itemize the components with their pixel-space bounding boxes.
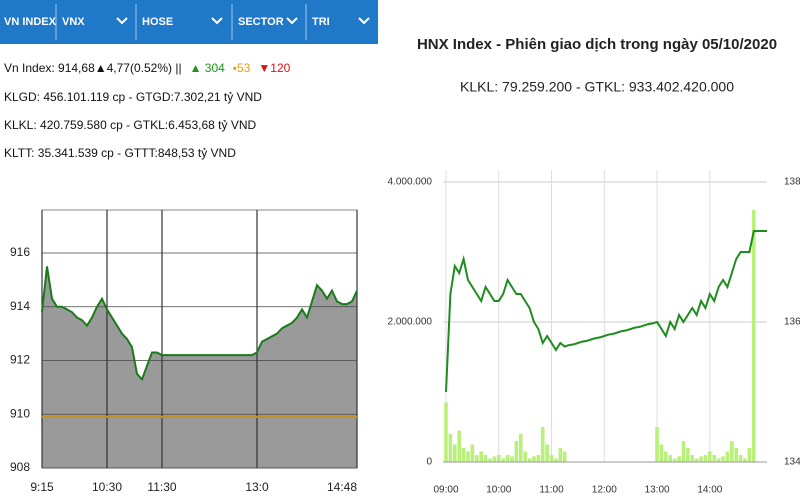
volume-bar xyxy=(712,455,717,462)
volume-bar xyxy=(461,448,466,462)
volume-bar xyxy=(505,455,510,462)
volume-bar xyxy=(444,402,448,462)
volume-bar xyxy=(672,458,677,462)
volume-bar xyxy=(681,441,686,462)
tab[interactable]: VNX xyxy=(62,16,85,28)
x-tick-label: 11:00 xyxy=(539,485,564,496)
y-tick-label: 912 xyxy=(10,353,30,367)
volume-bar xyxy=(730,441,734,462)
x-tick-label: 10:30 xyxy=(92,480,122,494)
volume-bar xyxy=(549,455,554,462)
volume-bar xyxy=(527,458,532,462)
volume-bar xyxy=(532,456,536,462)
volume-bar xyxy=(457,430,461,462)
y-tick-label: 2.000.000 xyxy=(388,317,433,328)
chart-title: HNX Index - Phiên giao dịch trong ngày 0… xyxy=(417,36,777,53)
info-part: ▼120 xyxy=(258,61,290,75)
volume-bar xyxy=(690,455,695,462)
volume-bar xyxy=(716,458,721,462)
info-part: ▲ 304 xyxy=(190,61,226,75)
y-tick-label: 910 xyxy=(10,406,30,420)
y-tick-label: 916 xyxy=(10,245,30,259)
x-tick-label: 09:00 xyxy=(433,485,458,496)
info-line: KLGD: 456.101.119 cp - GTGD:7.302,21 tỷ … xyxy=(4,90,262,104)
y-tick-label: 914 xyxy=(10,299,30,313)
y-tick-label: 4.000.000 xyxy=(388,177,433,188)
y2-tick-label: 134 xyxy=(784,457,800,468)
volume-bar xyxy=(655,427,659,462)
volume-bar xyxy=(664,451,668,462)
x-tick-label: 12:00 xyxy=(592,485,617,496)
index-line xyxy=(445,230,767,393)
volume-bar xyxy=(747,448,752,462)
tab-separators xyxy=(55,4,307,40)
volume-bar xyxy=(558,448,563,462)
volume-bar xyxy=(738,455,743,462)
volume-bar xyxy=(703,455,708,462)
volume-bar xyxy=(734,448,739,462)
y2-tick-label: 136 xyxy=(784,317,800,328)
volume-bar xyxy=(452,444,457,462)
info-part: ▪53 xyxy=(233,61,251,75)
volume-bar xyxy=(752,210,756,462)
y2-tick-label: 138 xyxy=(784,177,800,188)
info-part: Vn Index: 914,68▲4,77(0.52%) || xyxy=(4,61,182,75)
volume-bar xyxy=(699,456,703,462)
x-tick-label: 13:0 xyxy=(245,480,269,494)
volume-bar xyxy=(659,444,664,462)
line xyxy=(41,266,358,382)
volume-bar xyxy=(492,456,497,462)
x-tick-label: 14:48 xyxy=(327,480,357,494)
volume-bar xyxy=(523,451,527,462)
volume-bar xyxy=(501,458,505,462)
volume-bar xyxy=(514,441,519,462)
volume-bar xyxy=(448,434,453,462)
x-tick-label: 11:30 xyxy=(147,480,176,494)
volume-bar xyxy=(496,455,501,462)
tab[interactable]: HOSE xyxy=(142,16,173,28)
volume-bar xyxy=(554,458,558,462)
volume-bar xyxy=(474,455,479,462)
tab[interactable]: VN INDEX xyxy=(4,16,57,28)
volume-bar xyxy=(708,451,712,462)
tab-bar xyxy=(0,0,378,44)
info-line: KLKL: 420.759.580 cp - GTKL:6.453,68 tỷ … xyxy=(4,118,256,132)
chart-subtitle: KLKL: 79.259.200 - GTKL: 933.402.420.000 xyxy=(460,79,734,95)
x-tick-label: 10:00 xyxy=(486,485,511,496)
tab[interactable]: SECTOR xyxy=(238,16,284,28)
x-tick-label: 13:00 xyxy=(645,485,670,496)
volume-bar xyxy=(725,451,730,462)
volume-bar xyxy=(510,456,514,462)
volume-bar xyxy=(470,444,475,462)
volume-bar xyxy=(694,458,699,462)
volume-bar xyxy=(686,448,690,462)
chevrons xyxy=(116,17,370,25)
tab[interactable]: TRI xyxy=(312,16,330,28)
volume-bar xyxy=(743,458,747,462)
volume-bar xyxy=(677,456,681,462)
volume-bar xyxy=(562,451,567,462)
volume-bar xyxy=(488,458,492,462)
volume-bar xyxy=(540,427,545,462)
volume-bar xyxy=(518,434,523,462)
volume-bar xyxy=(545,444,549,462)
y-tick-label: 908 xyxy=(10,460,30,474)
volume-bar xyxy=(483,455,488,462)
volume-bar xyxy=(479,451,483,462)
x-tick-label: 9:15 xyxy=(30,480,54,494)
info-line: Vn Index: 914,68▲4,77(0.52%) || ▲ 304 ▪53 ▼… xyxy=(4,61,291,75)
x-tick-label: 14:00 xyxy=(697,485,722,496)
info-line: KLTT: 35.341.539 cp - GTTT:848,53 tỷ VND xyxy=(4,146,236,160)
volume-bar xyxy=(721,456,725,462)
volume-bar xyxy=(536,455,541,462)
volume-bar xyxy=(466,451,470,462)
y-tick-label: 0 xyxy=(426,457,432,468)
volume-bar xyxy=(668,455,673,462)
